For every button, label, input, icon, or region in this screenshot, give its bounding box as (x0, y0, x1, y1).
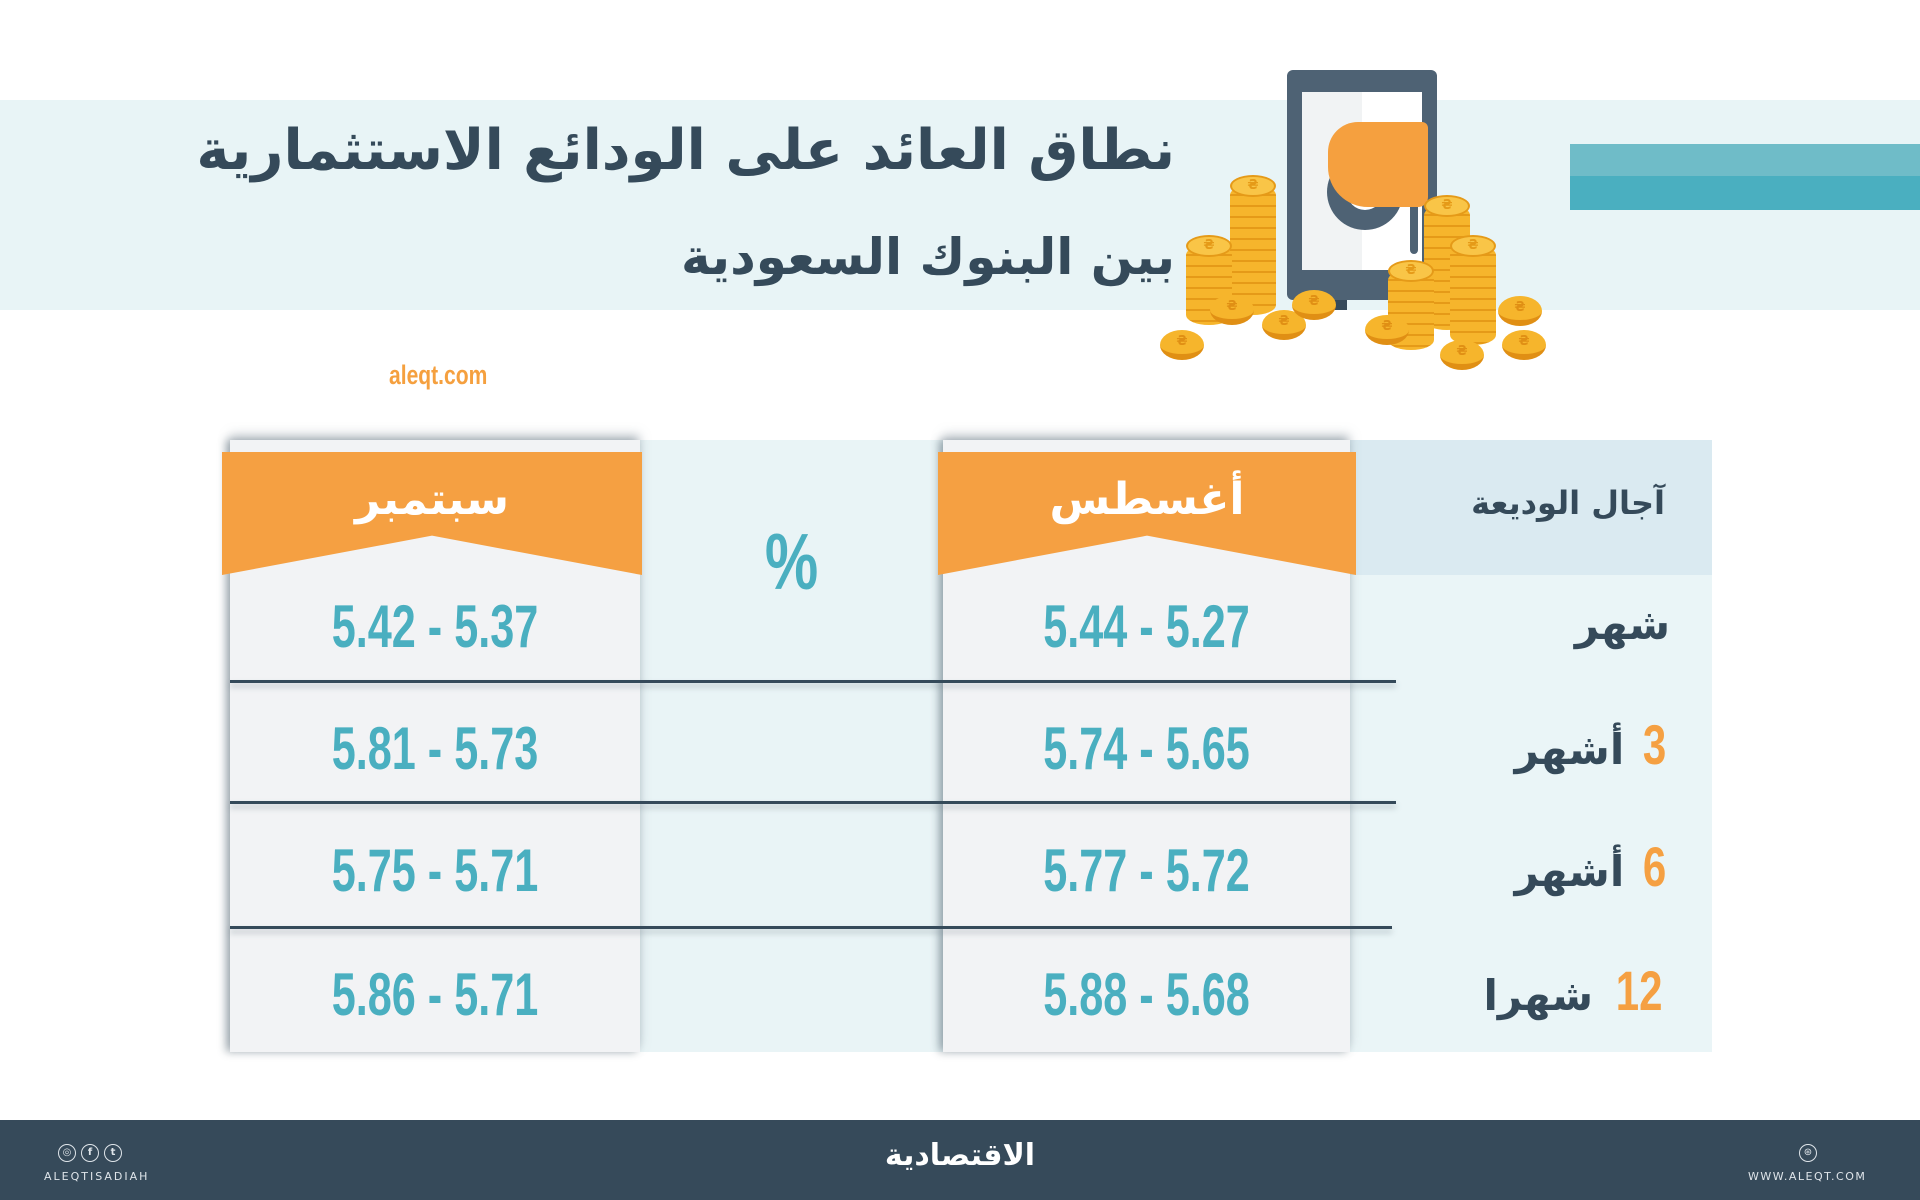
twitter-icon[interactable]: t (104, 1144, 122, 1162)
coin-icon: ₴ (1210, 295, 1254, 325)
august-header: أغسطس (1049, 474, 1245, 525)
social-handle: ALEQTISADIAH (44, 1170, 150, 1183)
unit-column (640, 440, 943, 1052)
table-cell-september: 5.42 - 5.37 (331, 593, 539, 660)
table-cell-term: 3 أشهر (1514, 713, 1667, 776)
term-number: 6 (1642, 835, 1667, 898)
row-divider (230, 926, 1392, 929)
table-cell-september: 5.75 - 5.71 (331, 837, 539, 904)
table-cell-august: 5.88 - 5.68 (1043, 961, 1250, 1028)
page-title: نطاق العائد على الودائع الاستثمارية (196, 118, 1175, 183)
coin-icon: ₴ (1502, 330, 1546, 360)
coin-icon: ₴ (1498, 296, 1542, 326)
deposit-rates-table: سبتمبر أغسطس % آجال الوديعة 5.42 - 5.37 … (222, 440, 1712, 1052)
table-cell-september: 5.86 - 5.71 (331, 961, 539, 1028)
safe-illustration: ₴ ₴ ₴ ₴ ₴ ₴ ₴ ₴ ₴ ₴ ₴ ₴ ₴ (1150, 60, 1920, 380)
hand-icon (1328, 122, 1428, 207)
coin-icon: ₴ (1365, 315, 1409, 345)
coin-stack-icon: ₴ (1450, 235, 1496, 345)
row-divider (230, 801, 1396, 804)
term-header-cell (1350, 440, 1712, 575)
site-link[interactable]: aleqt.com (389, 360, 488, 390)
table-cell-august: 5.44 - 5.27 (1043, 593, 1250, 660)
table-cell-term: 6 أشهر (1514, 835, 1667, 898)
table-cell-august: 5.77 - 5.72 (1043, 837, 1250, 904)
globe-icon[interactable]: ⊛ (1799, 1144, 1817, 1162)
term-number: 12 (1615, 959, 1663, 1022)
page-subtitle: بين البنوك السعودية (680, 228, 1175, 286)
row-divider (230, 680, 1396, 683)
term-number: 3 (1642, 713, 1667, 776)
table-cell-term: 12 شهرا (1483, 959, 1663, 1022)
footer: ◎ f t ALEQTISADIAH الاقتصادية ⊛ WWW.ALEQ… (0, 1120, 1920, 1200)
coin-stack-icon: ₴ (1230, 175, 1276, 315)
instagram-icon[interactable]: ◎ (58, 1144, 76, 1162)
term-header: آجال الوديعة (1471, 484, 1665, 522)
arm-sleeve-shadow (1570, 176, 1920, 210)
september-header: سبتمبر (354, 474, 510, 525)
brand-logo: الاقتصادية (884, 1138, 1036, 1173)
table-cell-august: 5.74 - 5.65 (1043, 715, 1250, 782)
social-links: ◎ f t (58, 1144, 122, 1162)
website-link[interactable]: WWW.ALEQT.COM (1748, 1170, 1867, 1183)
coin-icon: ₴ (1440, 340, 1484, 370)
table-cell-september: 5.81 - 5.73 (331, 715, 539, 782)
facebook-icon[interactable]: f (81, 1144, 99, 1162)
table-cell-term: شهر (1574, 600, 1670, 649)
coin-icon: ₴ (1292, 290, 1336, 320)
percent-unit: % (764, 517, 819, 606)
coin-icon: ₴ (1160, 330, 1204, 360)
